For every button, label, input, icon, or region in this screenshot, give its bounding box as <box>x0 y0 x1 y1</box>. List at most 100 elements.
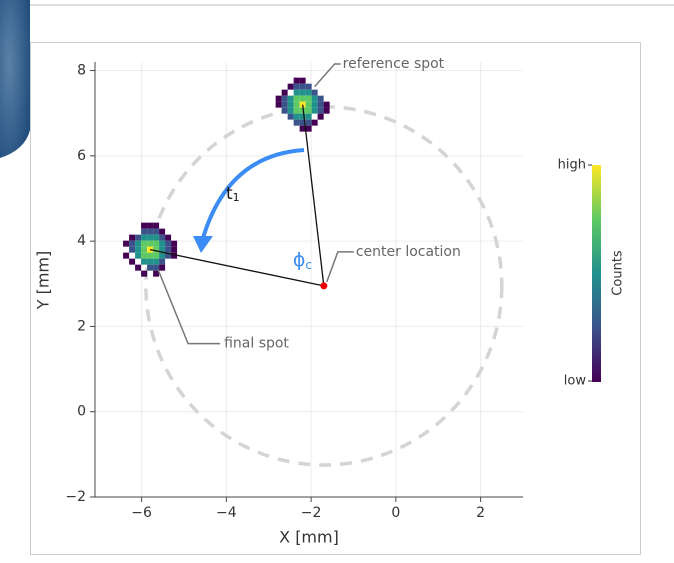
spot-pixel <box>299 77 306 84</box>
spot-pixel <box>129 246 136 253</box>
subscript: c <box>305 257 312 271</box>
spot-pixel <box>135 246 142 253</box>
spot-pixel <box>135 264 142 271</box>
spot-pixel <box>147 234 154 241</box>
spot-pixel <box>147 264 154 271</box>
spot-pixel <box>305 101 312 108</box>
spot-pixel <box>159 264 166 271</box>
spot-pixel <box>311 101 318 108</box>
spot-pixel <box>171 240 178 247</box>
leader <box>157 269 221 345</box>
spot-pixel <box>293 89 300 96</box>
spot-pixel <box>147 222 154 229</box>
spot-pixel <box>305 125 312 132</box>
spot-pixel <box>293 77 300 84</box>
spot-pixel <box>159 240 166 247</box>
spot-pixel <box>299 83 306 90</box>
spot-pixel <box>287 113 294 120</box>
x-tick-label: −4 <box>216 505 237 521</box>
symbol: t <box>226 184 233 204</box>
y-tick-label: 4 <box>77 233 86 249</box>
spot-pixel <box>153 222 160 229</box>
y-tick-label: 8 <box>77 63 86 79</box>
spot-pixel <box>153 246 160 253</box>
spot-pixel <box>281 107 288 114</box>
spot-pixel <box>281 101 288 108</box>
spot-pixel <box>305 119 312 126</box>
spot-pixel <box>275 95 282 102</box>
spot-pixel <box>281 95 288 102</box>
spot-pixel <box>311 107 318 114</box>
annotation: center location <box>356 244 461 260</box>
spot-pixel <box>287 95 294 102</box>
spot-pixel <box>287 83 294 90</box>
background-window <box>0 0 30 158</box>
spot-pixel <box>141 270 148 277</box>
y-tick-label: 6 <box>77 148 86 164</box>
spot-pixel <box>141 240 148 247</box>
spot-pixel <box>123 240 130 247</box>
annotation: final spot <box>224 336 289 352</box>
spot-pixel <box>311 95 318 102</box>
colorbar-low: low <box>564 374 587 389</box>
radius-line <box>301 104 325 286</box>
plot: −6 −4 −2 0 2 −2 0 2 4 6 8 reference spot center loca… <box>65 56 523 521</box>
colorbar-title: Counts <box>611 250 626 296</box>
spot-pixel <box>287 101 294 108</box>
spot-pixel <box>299 107 306 114</box>
spot-pixel <box>159 234 166 241</box>
figure-frame <box>30 42 641 555</box>
y-tick-label: 0 <box>77 404 86 420</box>
subscript: 1 <box>233 191 240 204</box>
spot-pixel <box>165 234 172 241</box>
arrow-head <box>193 236 213 253</box>
spot-pixel <box>165 246 172 253</box>
spot-pixel <box>141 222 148 229</box>
spot-pixel <box>317 113 324 120</box>
y-tick-label: 2 <box>77 318 86 334</box>
spot-pixel <box>129 258 136 265</box>
spot-pixel <box>305 83 312 90</box>
spot-pixel <box>129 240 136 247</box>
spot-pixel <box>299 119 306 126</box>
spot-pixel <box>293 83 300 90</box>
spot-pixel <box>147 240 154 247</box>
x-tick-label: −2 <box>301 505 322 521</box>
y-tick-label: −2 <box>65 489 86 505</box>
x-axis-label: X [mm] <box>279 528 339 547</box>
annotation: reference spot <box>343 56 445 72</box>
spot-pixel <box>147 228 154 235</box>
spot-pixel <box>305 113 312 120</box>
x-tick-label: 2 <box>476 505 485 521</box>
spot-pixel <box>141 228 148 235</box>
colorbar <box>592 165 601 382</box>
rotation-arrow <box>201 148 305 239</box>
spot-pixel <box>311 119 318 126</box>
spot-pixel <box>159 246 166 253</box>
spot-pixel <box>293 113 300 120</box>
spot-pixel <box>317 95 324 102</box>
spot-pixel <box>171 246 178 253</box>
spot-pixel <box>147 258 154 265</box>
spot-pixel <box>141 246 148 253</box>
spot-pixel <box>123 252 130 259</box>
x-tick-label: 0 <box>391 505 400 521</box>
spot-pixel <box>281 89 288 96</box>
spot-pixel <box>171 252 178 259</box>
spot-pixel <box>153 264 160 271</box>
spot-pixel <box>293 107 300 114</box>
spot-pixel <box>159 252 166 259</box>
spot-pixel <box>129 234 136 241</box>
spot-pixel <box>305 95 312 102</box>
spot-pixel <box>153 234 160 241</box>
spot-pixel <box>323 101 330 108</box>
spot-pixel <box>305 89 312 96</box>
spot-pixel <box>299 125 306 132</box>
spot-pixel <box>323 107 330 114</box>
spot-pixel <box>311 89 318 96</box>
spot-pixel <box>141 252 148 259</box>
colorbar-high: high <box>558 158 586 173</box>
leader <box>326 251 354 283</box>
